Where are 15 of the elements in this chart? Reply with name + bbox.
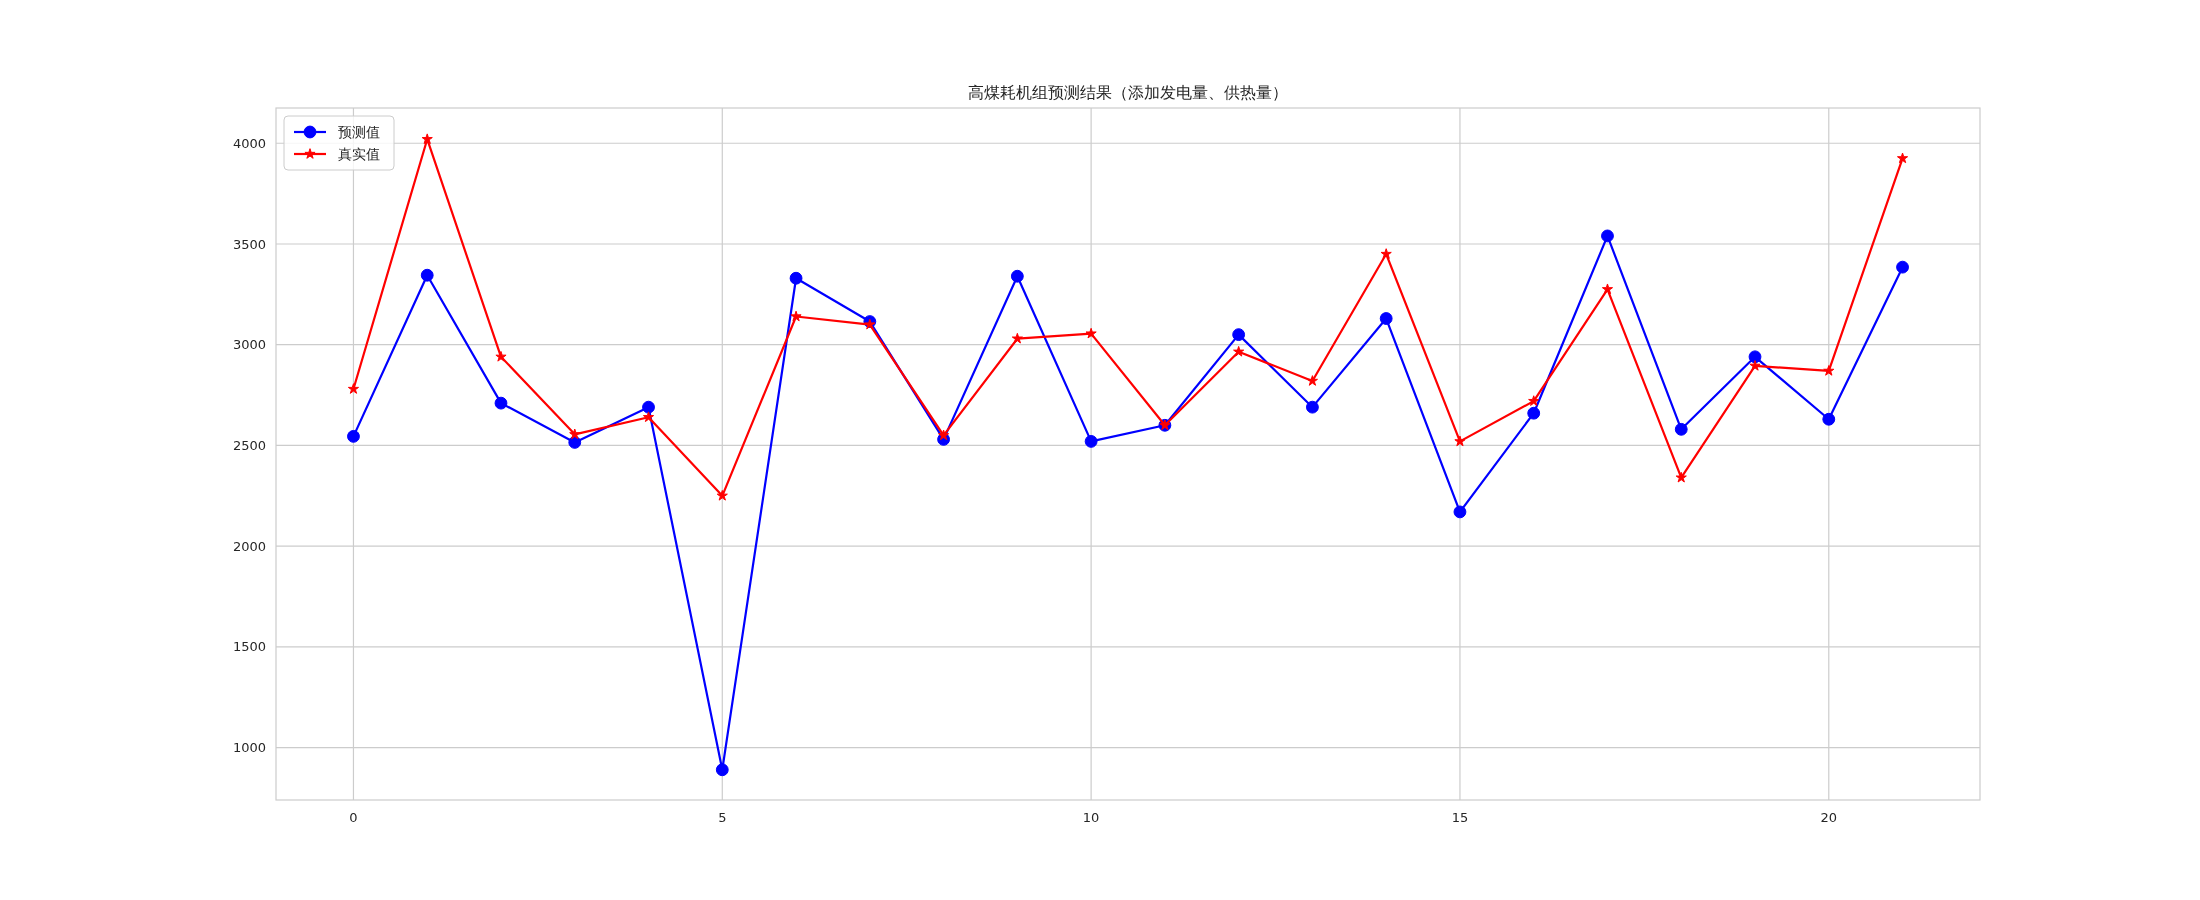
x-tick-label: 20 <box>1820 810 1838 825</box>
y-tick-label: 1000 <box>232 740 266 756</box>
legend-label: 预测值 <box>338 123 380 140</box>
x-tick-label: 0 <box>349 810 358 825</box>
legend-label: 真实值 <box>338 145 380 162</box>
x-tick-label: 5 <box>718 810 727 825</box>
y-tick-label: 3500 <box>232 236 266 252</box>
y-tick-label: 4000 <box>232 135 266 151</box>
y-tick-label: 2500 <box>232 437 266 453</box>
y-tick-label: 3000 <box>232 337 266 353</box>
x-tick-label: 15 <box>1451 810 1469 825</box>
chart-title: 高煤耗机组预测结果（添加发电量、供热量） <box>968 83 1288 102</box>
y-tick-label: 1500 <box>232 639 266 655</box>
x-tick-label: 10 <box>1082 810 1100 825</box>
y-tick-label: 2000 <box>232 538 266 554</box>
